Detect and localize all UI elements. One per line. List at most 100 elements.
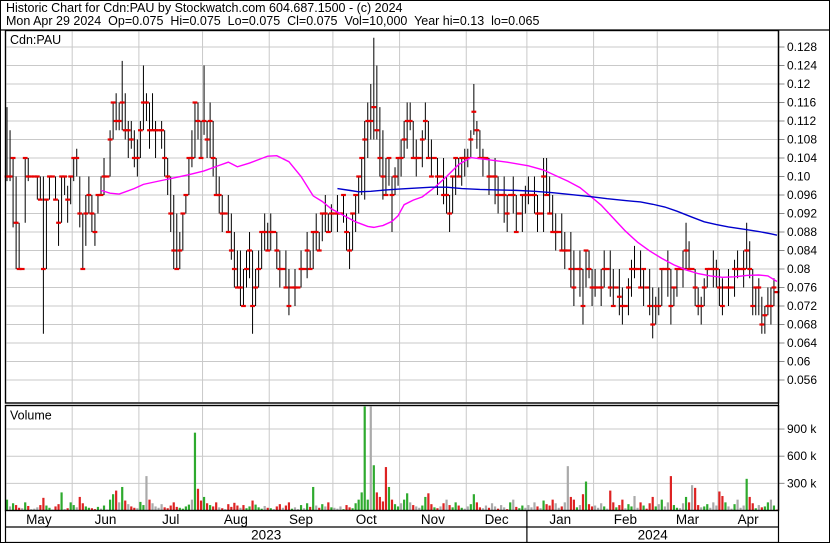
close-tick [280, 267, 286, 271]
volume-bar [163, 507, 166, 511]
symbol-label: Cdn:PAU [10, 33, 61, 47]
volume-bar [166, 508, 169, 511]
volume-bar [457, 505, 460, 511]
close-tick [22, 156, 28, 160]
close-tick [210, 156, 216, 160]
price-tick-label: 0.092 [787, 207, 817, 221]
volume-bar [60, 492, 63, 511]
volume-bar [427, 493, 430, 511]
volume-bar [463, 508, 466, 511]
volume-bar [663, 506, 666, 511]
month-label: Jan [549, 512, 571, 527]
close-tick [383, 193, 389, 197]
close-tick [453, 156, 459, 160]
volume-bar [560, 506, 563, 511]
volume-bar [36, 507, 39, 511]
volume-bar [154, 506, 157, 511]
close-tick [144, 101, 149, 104]
volume-bar [469, 504, 472, 511]
volume-bar [118, 502, 121, 511]
close-tick [674, 267, 680, 271]
chart-title: Historic Chart for Cdn:PAU by Stockwatch… [6, 1, 403, 15]
close-tick [765, 304, 771, 308]
volume-bar [603, 506, 606, 511]
volume-bar [730, 508, 733, 511]
volume-bar [8, 506, 12, 511]
close-tick [313, 230, 319, 234]
close-tick [119, 101, 125, 104]
close-tick [462, 156, 468, 160]
volume-bar [202, 496, 206, 511]
volume-bar [772, 505, 776, 511]
volume-bar [284, 505, 288, 511]
volume-bar [715, 505, 718, 511]
volume-bar [757, 505, 760, 511]
close-tick [762, 314, 768, 317]
volume-bar [678, 508, 682, 511]
volume-bar [751, 503, 754, 511]
close-tick [562, 249, 568, 252]
volume-bar [493, 506, 497, 511]
volume-bar [642, 505, 645, 511]
close-tick [283, 286, 289, 289]
close-tick [710, 267, 716, 271]
close-tick [768, 304, 774, 308]
close-tick [729, 286, 734, 289]
volume-bar [302, 508, 306, 511]
year-label: 2024 [638, 528, 669, 543]
volume-bar [515, 506, 518, 511]
close-tick [413, 156, 419, 160]
volume-bar [21, 508, 24, 511]
volume-bar [527, 505, 530, 511]
price-tick-label: 0.124 [787, 59, 817, 73]
volume-bar [218, 507, 221, 511]
volume-bar [399, 503, 403, 511]
close-tick [150, 129, 155, 132]
volume-bar [639, 502, 642, 511]
volume-bar [18, 507, 21, 511]
volume-bar [199, 500, 203, 511]
close-tick [580, 304, 586, 308]
volume-bar [612, 502, 615, 511]
volume-bar [666, 502, 669, 511]
close-tick [286, 304, 292, 308]
volume-bar [557, 507, 560, 511]
volume-bar [554, 503, 557, 511]
close-tick [653, 304, 659, 308]
volume-bar [433, 507, 436, 511]
close-tick [465, 156, 471, 160]
close-tick [732, 267, 737, 271]
volume-bar [760, 507, 763, 511]
close-tick [401, 138, 407, 141]
close-tick [601, 267, 607, 271]
close-tick [322, 212, 328, 215]
volume-bar [81, 503, 84, 511]
close-tick [332, 212, 337, 215]
month-label: Aug [224, 512, 248, 527]
volume-bar [42, 497, 45, 511]
close-tick [128, 138, 134, 141]
volume-bar [263, 505, 266, 511]
volume-bar [584, 481, 588, 511]
close-tick [407, 119, 413, 123]
month-label: Jun [95, 512, 117, 527]
close-tick [10, 156, 16, 160]
volume-bar [633, 496, 636, 511]
close-tick [204, 138, 210, 141]
close-tick [689, 267, 695, 271]
close-tick [50, 175, 55, 178]
close-tick [529, 193, 534, 197]
volume-bar [124, 500, 127, 511]
close-tick [635, 267, 640, 271]
close-tick [532, 193, 537, 197]
close-tick [328, 212, 334, 215]
volume-bar [503, 507, 506, 511]
close-tick [289, 286, 295, 289]
price-tick-label: 0.088 [787, 225, 817, 239]
volume-bar [742, 505, 745, 511]
volume-bar [239, 507, 242, 511]
month-label: Oct [356, 512, 377, 527]
close-tick [222, 212, 228, 215]
volume-bar [121, 486, 124, 511]
volume-bar [360, 492, 363, 511]
